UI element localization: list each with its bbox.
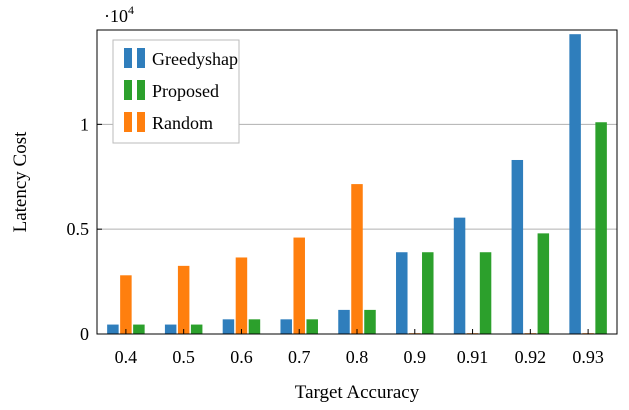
legend-label-greedyshap: Greedyshap — [152, 49, 238, 69]
bar-proposed-0.91 — [479, 252, 492, 334]
x-tick-label: 0.6 — [230, 347, 253, 367]
bar-greedyshap-0.93 — [569, 34, 581, 334]
bar-greedyshap-0.91 — [453, 217, 466, 334]
legend-label-proposed: Proposed — [152, 81, 219, 101]
bar-proposed-0.6 — [248, 319, 261, 334]
legend-box — [112, 39, 240, 144]
legend-swatch-greedyshap — [124, 48, 132, 68]
x-tick-label: 0.93 — [572, 347, 604, 367]
bars — [107, 34, 607, 334]
y-exponent-power: 4 — [128, 3, 134, 17]
y-tick-label: 0.5 — [67, 219, 90, 239]
x-tick-label: 0.7 — [288, 347, 311, 367]
bar-random-0.6 — [235, 257, 248, 334]
bar-random-0.8 — [351, 184, 363, 334]
y-tick-label: 1 — [80, 114, 89, 134]
y-exponent-label: ·104 — [104, 3, 134, 26]
x-axis-label: Target Accuracy — [295, 382, 420, 403]
bar-random-0.7 — [293, 237, 305, 334]
bar-greedyshap-0.7 — [280, 319, 292, 334]
legend-swatch-greedyshap-2 — [137, 48, 145, 68]
legend-swatch-proposed-2 — [137, 80, 145, 100]
x-tick-label: 0.92 — [515, 347, 547, 367]
legend-label-random: Random — [152, 113, 213, 133]
bar-proposed-0.5 — [190, 324, 203, 334]
x-tick-label: 0.91 — [457, 347, 489, 367]
bar-greedyshap-0.8 — [338, 309, 350, 334]
bar-greedyshap-0.5 — [164, 324, 177, 334]
ticks: 0 0.5 1 0.4 0.5 0.6 0.7 0.8 0.9 0.91 0.92 0.93 — [67, 114, 604, 367]
bar-proposed-0.9 — [422, 252, 434, 334]
x-tick-label: 0.9 — [404, 347, 427, 367]
x-tick-label: 0.5 — [172, 347, 195, 367]
y-axis-label: Latency Cost — [10, 131, 31, 233]
y-tick-label: 0 — [80, 324, 89, 344]
legend: Greedyshap Proposed Random — [112, 39, 240, 144]
bar-random-0.4 — [120, 275, 132, 334]
bar-greedyshap-0.92 — [511, 159, 524, 334]
bar-greedyshap-0.9 — [396, 252, 408, 334]
y-exponent-base: ·10 — [104, 6, 128, 26]
bar-proposed-0.93 — [595, 122, 607, 334]
bar-random-0.5 — [177, 265, 190, 334]
bar-greedyshap-0.6 — [222, 319, 235, 334]
bar-proposed-0.4 — [133, 324, 145, 334]
legend-swatch-random-2 — [137, 112, 145, 132]
legend-swatch-proposed — [124, 80, 132, 100]
x-tick-label: 0.4 — [115, 347, 138, 367]
x-tick-label: 0.8 — [346, 347, 369, 367]
bar-greedyshap-0.4 — [107, 324, 119, 334]
bar-proposed-0.92 — [537, 233, 550, 334]
bar-proposed-0.7 — [306, 319, 318, 334]
legend-swatch-random — [124, 112, 132, 132]
bar-proposed-0.8 — [364, 309, 376, 334]
